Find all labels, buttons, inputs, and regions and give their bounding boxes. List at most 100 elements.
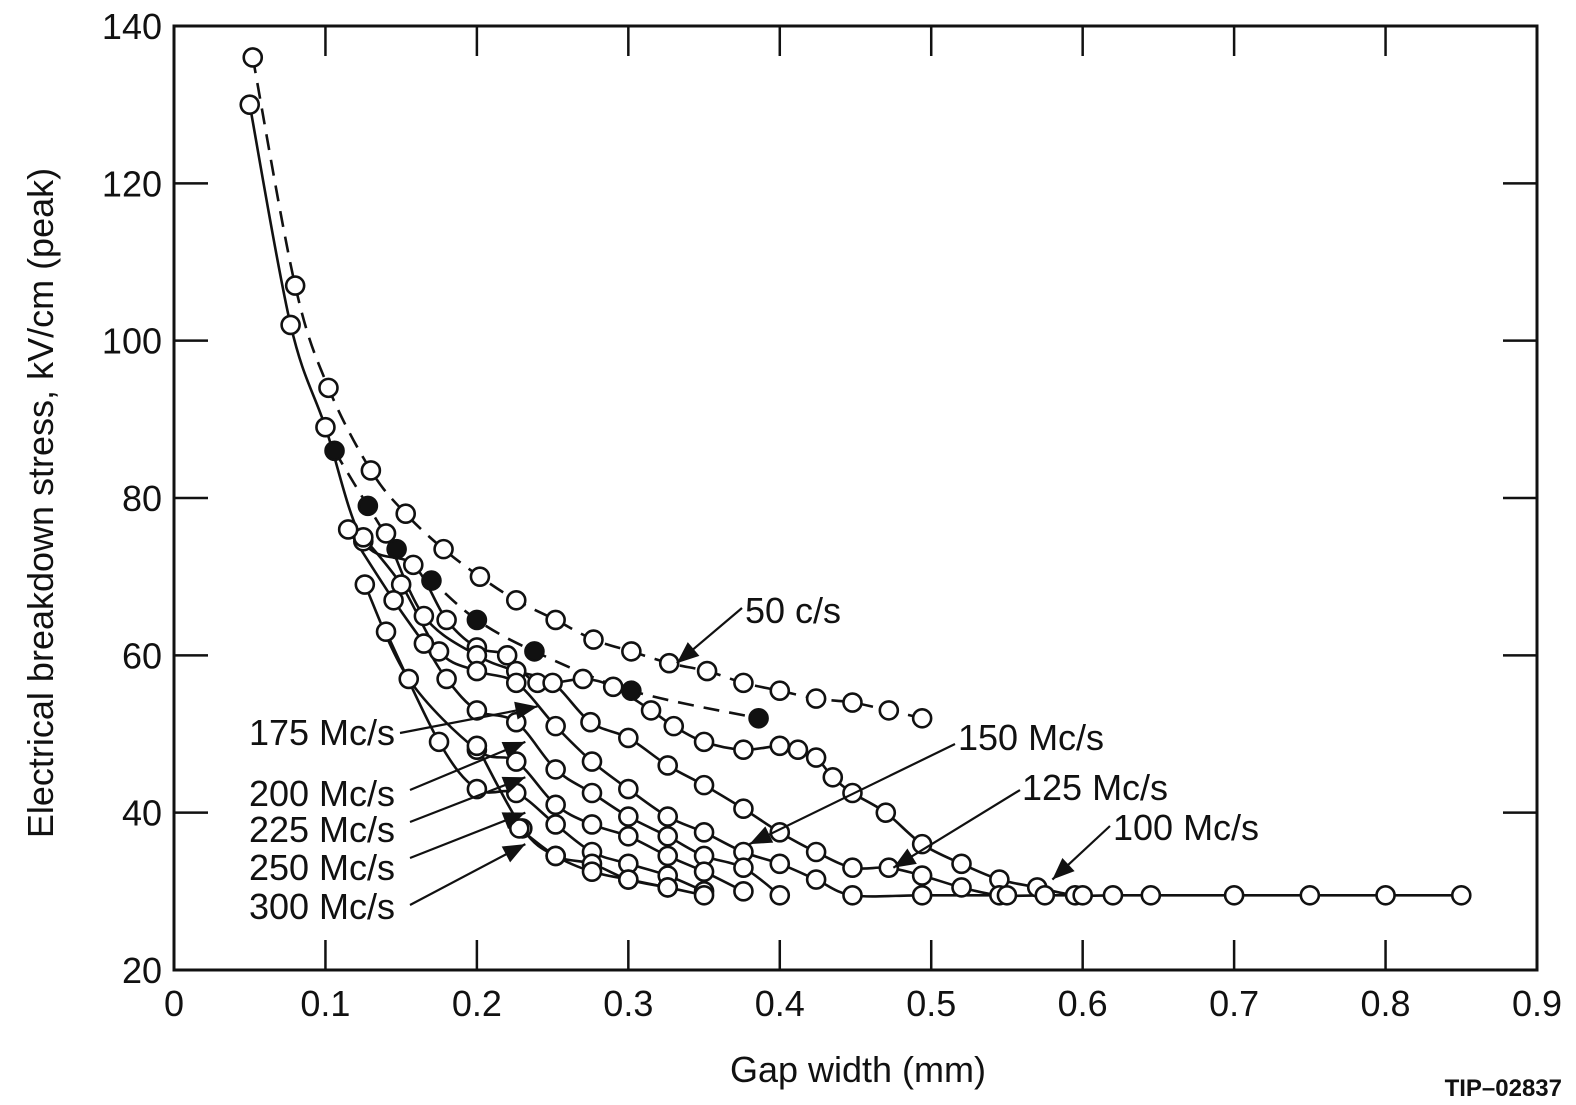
data-point [466, 735, 488, 757]
data-point [505, 672, 527, 694]
data-point [1034, 884, 1056, 906]
data-point [657, 755, 679, 776]
data-point [402, 554, 424, 576]
data-point-filled [621, 680, 642, 702]
x-tick-label: 0.6 [1058, 983, 1108, 1024]
data-point [733, 857, 754, 879]
data-point [693, 822, 715, 843]
series-label: 50 c/s [745, 590, 841, 631]
series-line [362, 536, 1007, 898]
y-tick-label: 60 [122, 635, 162, 676]
data-point [769, 884, 791, 906]
data-point [696, 660, 718, 682]
annotation-arrowhead [501, 812, 526, 830]
data-point [1375, 884, 1396, 906]
data-point [466, 700, 488, 721]
annotation-leader [749, 743, 956, 846]
x-tick-label: 0.3 [603, 983, 653, 1024]
data-point [911, 884, 933, 906]
data-point [505, 589, 527, 611]
series-line [248, 104, 1462, 898]
data-point [805, 747, 827, 768]
data-point [433, 538, 454, 560]
series-label: 250 Mc/s [249, 847, 395, 888]
data-point [769, 680, 791, 702]
series-label: 300 Mc/s [249, 886, 395, 927]
x-tick-label: 0.2 [452, 983, 502, 1024]
data-point [875, 802, 897, 823]
data-point [545, 715, 566, 737]
y-tick-label: 140 [102, 6, 162, 47]
series-line [347, 528, 781, 897]
data-point [618, 806, 639, 827]
data-point [436, 668, 457, 690]
data-point [911, 707, 933, 729]
data-point [545, 845, 566, 867]
y-tick-label: 80 [122, 478, 162, 519]
data-point [466, 660, 488, 682]
data-point [239, 94, 261, 115]
data-point [842, 692, 863, 713]
data-point [1223, 884, 1245, 906]
data-point-filled [324, 440, 345, 462]
annotation-arrowhead [501, 844, 526, 863]
series-label: 100 Mc/s [1113, 807, 1259, 848]
data-point [542, 672, 563, 694]
data-point [693, 731, 715, 753]
data-point [769, 853, 791, 875]
annotation-arrowhead [501, 776, 526, 794]
data-point [398, 668, 420, 690]
data-point [733, 881, 754, 902]
x-tick-label: 0.5 [906, 983, 956, 1024]
data-point [658, 652, 680, 674]
series-label: 200 Mc/s [249, 773, 395, 814]
annotation-arrowhead [514, 701, 538, 720]
data-point [337, 519, 359, 540]
data-point [469, 566, 491, 587]
annotation-arrowhead [676, 642, 700, 664]
data-point [581, 751, 603, 772]
data-point [602, 676, 624, 698]
data-point [545, 609, 566, 631]
data-point [951, 853, 972, 875]
data-point [657, 825, 679, 847]
x-tick-label: 0.7 [1209, 983, 1259, 1024]
data-point [842, 884, 863, 906]
data-point [436, 609, 457, 631]
annotation-arrowhead [893, 848, 917, 868]
annotation-leader [399, 705, 538, 735]
data-point [640, 700, 662, 721]
x-tick-label: 0.9 [1512, 983, 1562, 1024]
data-point [545, 794, 566, 816]
series-label: 225 Mc/s [249, 809, 395, 850]
y-tick-label: 100 [102, 321, 162, 362]
data-point [657, 845, 679, 867]
series-label: 125 Mc/s [1022, 767, 1168, 808]
data-point [315, 416, 336, 438]
y-tick-label: 20 [122, 950, 162, 991]
data-point [242, 47, 264, 68]
data-point [505, 751, 527, 772]
data-point-filled [386, 538, 407, 560]
series-markers [239, 47, 1472, 906]
data-point [787, 739, 809, 761]
series-line [363, 583, 745, 893]
data-point [951, 877, 972, 898]
data-point [572, 668, 594, 690]
y-tick-label: 40 [122, 793, 162, 834]
data-point [618, 825, 639, 847]
data-point [996, 884, 1018, 906]
data-point [618, 869, 639, 890]
data-point [618, 727, 639, 749]
data-point [583, 629, 604, 650]
data-point [395, 503, 417, 525]
data-point [805, 841, 827, 863]
series-curves [248, 57, 1462, 898]
data-point [375, 523, 397, 544]
y-tick-label: 120 [102, 163, 162, 204]
data-point-filled [748, 707, 769, 729]
data-point [1299, 884, 1321, 906]
data-point [733, 739, 754, 761]
data-point [693, 884, 715, 906]
